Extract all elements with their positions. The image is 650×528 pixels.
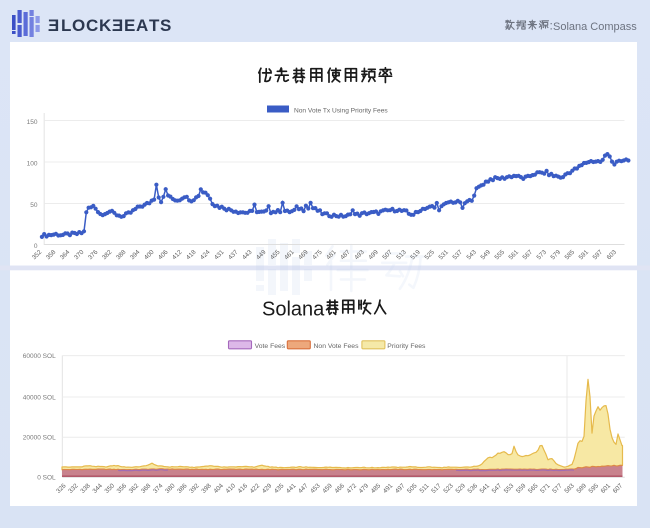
svg-text:40000 SOL: 40000 SOL [23, 394, 56, 401]
svg-text:60000 SOL: 60000 SOL [23, 353, 56, 360]
svg-text:L: L [61, 16, 71, 35]
svg-text:100: 100 [27, 161, 38, 168]
svg-text:20000 SOL: 20000 SOL [23, 435, 56, 442]
svg-text:Solana Compass: Solana Compass [553, 21, 637, 33]
svg-text:C: C [86, 16, 98, 35]
svg-text:O: O [72, 16, 85, 35]
svg-text:0 SOL: 0 SOL [37, 475, 56, 482]
svg-text::: : [550, 19, 553, 33]
svg-text:K: K [99, 16, 112, 35]
svg-text:Non Vote Tx Using Priority Fee: Non Vote Tx Using Priority Fees [294, 107, 388, 114]
svg-text:A: A [136, 16, 148, 35]
svg-text:Non Vote Fees: Non Vote Fees [314, 343, 360, 350]
svg-text:T: T [149, 16, 160, 35]
svg-text:150: 150 [27, 119, 38, 126]
svg-text:E: E [112, 16, 123, 35]
svg-text:Priority Fees: Priority Fees [387, 343, 426, 350]
svg-text:E: E [48, 16, 59, 35]
svg-text:50: 50 [30, 202, 38, 209]
svg-text:E: E [124, 16, 135, 35]
svg-text:Vote Fees: Vote Fees [255, 343, 286, 350]
svg-text:Solana: Solana [262, 299, 325, 321]
svg-text:0: 0 [34, 243, 38, 250]
svg-text:S: S [160, 16, 171, 35]
